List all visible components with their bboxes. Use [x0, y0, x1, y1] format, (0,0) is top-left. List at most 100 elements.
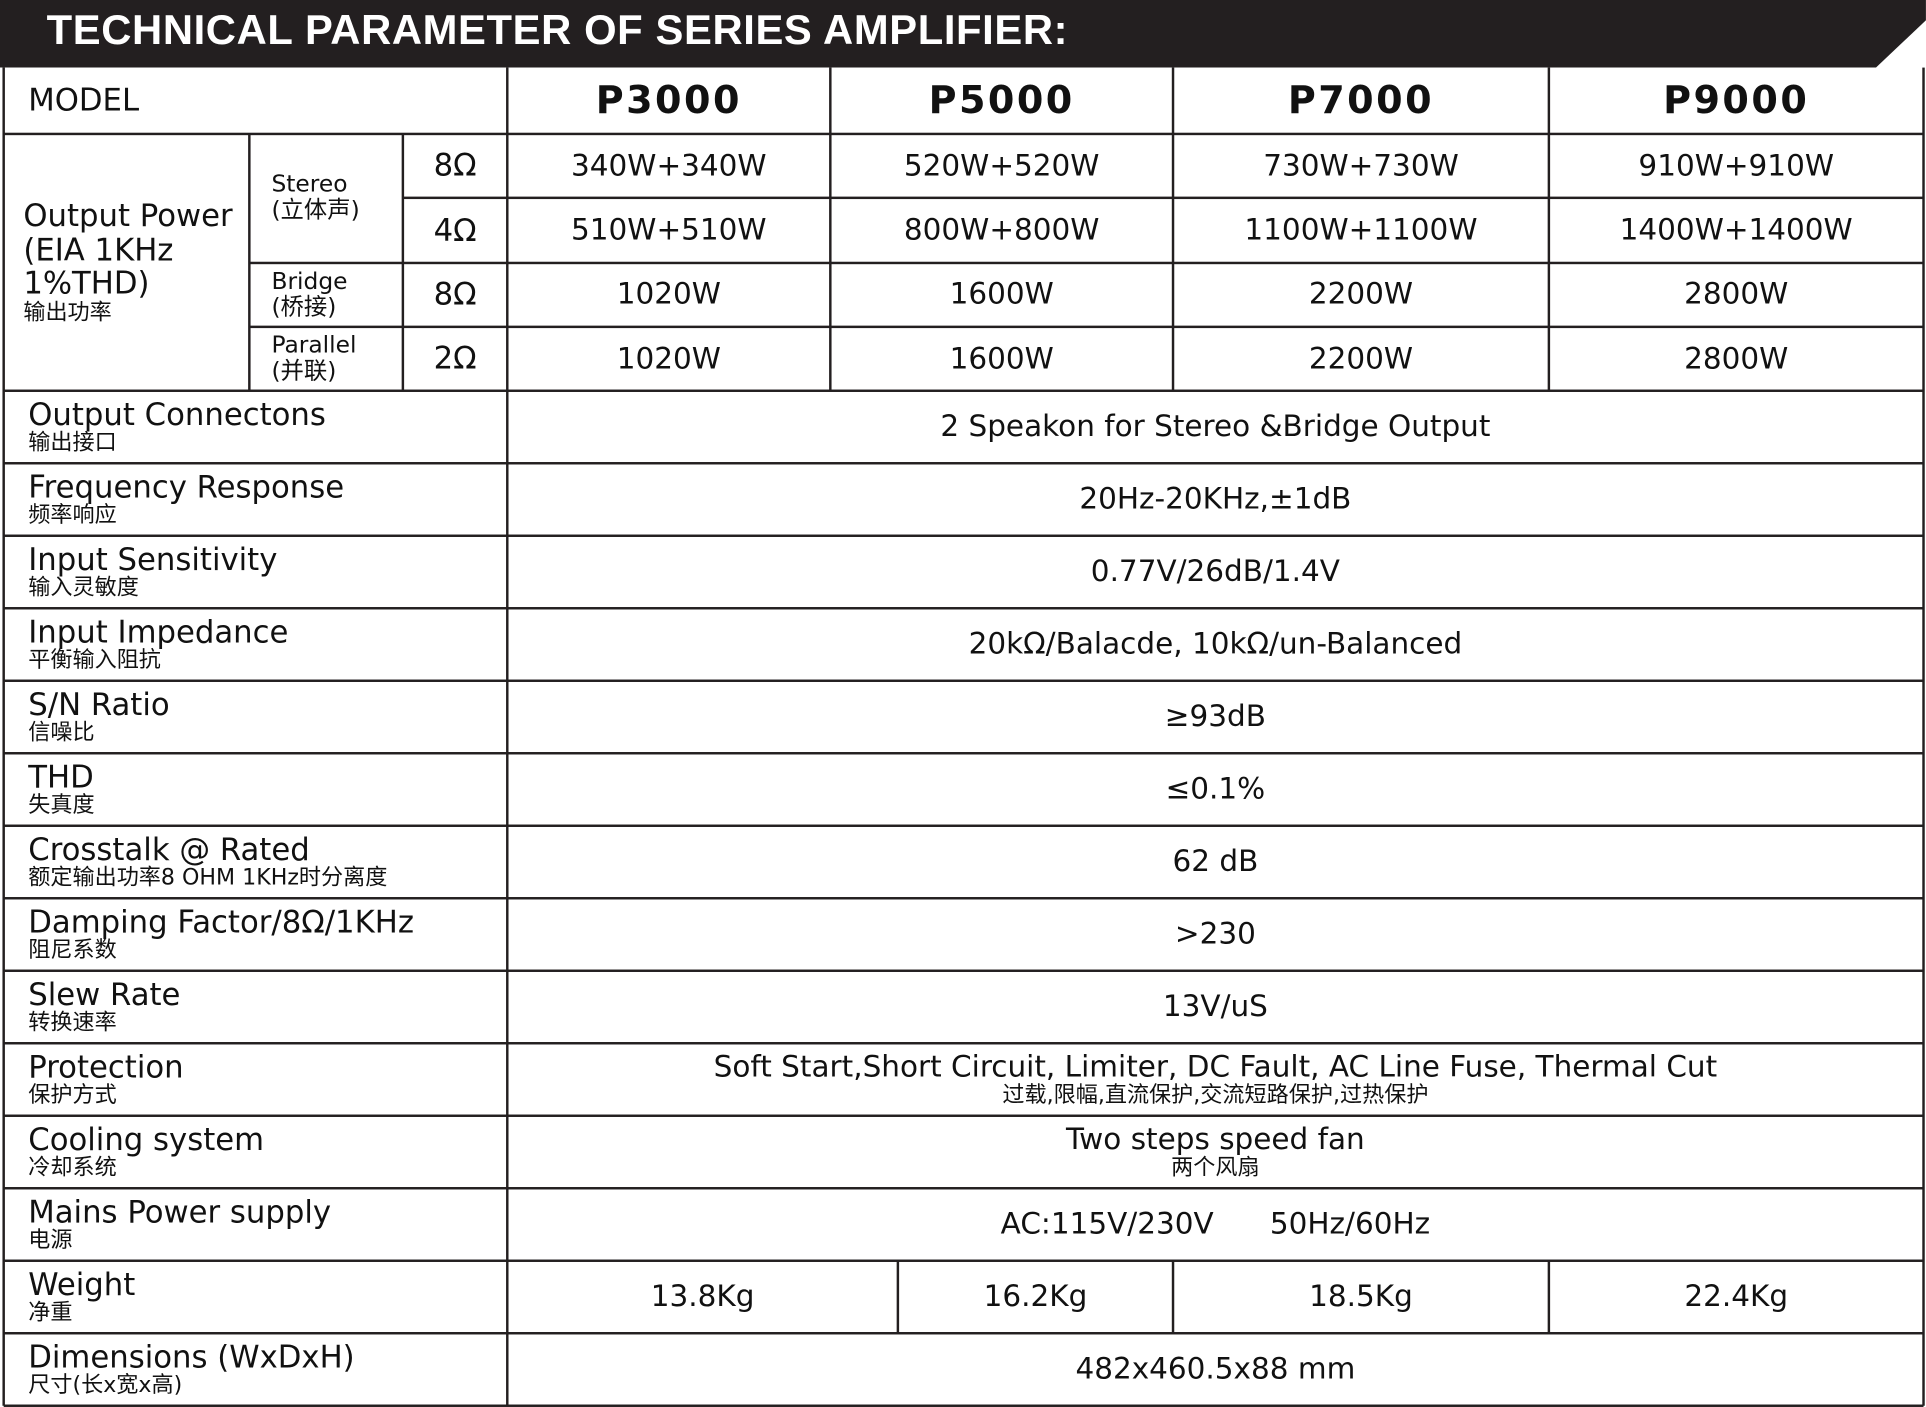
output-power-label: Output Power (EIA 1KHz 1%THD) 输出功率	[4, 134, 250, 391]
spec-name: Cooling system 冷却系统	[4, 1116, 508, 1188]
model-name: P9000	[1549, 68, 1924, 134]
spec-value: ≤0.1%	[507, 753, 1923, 825]
spec-value: ≥93dB	[507, 681, 1923, 753]
text: MODEL	[28, 82, 140, 119]
power-value: 910W+910W	[1549, 134, 1924, 198]
rule	[3, 897, 1924, 900]
text: Soft Start,Short Circuit, Limiter, DC Fa…	[713, 1049, 1718, 1085]
spec-value: 482x460.5x88 mm	[507, 1333, 1923, 1405]
text: 转换速率	[28, 1010, 117, 1037]
text: 520W+520W	[903, 148, 1100, 183]
rule	[3, 824, 1924, 827]
text: S/N Ratio	[28, 686, 170, 723]
text: Bridge	[271, 267, 348, 295]
spec-value: 62 dB	[507, 826, 1923, 898]
model-name: P5000	[830, 68, 1173, 134]
rule	[1547, 1260, 1551, 1334]
spec-name: Dimensions (WxDxH) 尺寸(长x宽x高)	[4, 1333, 508, 1405]
text: 2800W	[1684, 276, 1789, 312]
text: 730W+730W	[1263, 148, 1459, 183]
rule	[3, 1404, 1924, 1407]
spec-value: Two steps speed fan 两个风扇	[507, 1116, 1923, 1188]
spec-name: THD 失真度	[4, 753, 508, 825]
spec-value: 16.2Kg	[898, 1261, 1173, 1333]
text: P3000	[595, 78, 742, 123]
power-value: 2200W	[1173, 327, 1549, 391]
spec-value: 2 Speakon for Stereo &Bridge Output	[507, 391, 1923, 463]
text: 1600W	[949, 341, 1054, 376]
rule	[3, 1332, 1924, 1335]
text: Dimensions (WxDxH)	[28, 1339, 355, 1375]
mode-name: Parallel (并联)	[249, 327, 403, 391]
spec-name: Mains Power supply 电源	[4, 1188, 508, 1260]
spec-value: 18.5Kg	[1173, 1261, 1549, 1333]
power-value: 340W+340W	[507, 134, 830, 198]
text: 电源	[28, 1227, 73, 1254]
rule	[1547, 67, 1551, 391]
text: 1600W	[949, 276, 1054, 312]
text: 净重	[28, 1300, 73, 1327]
text: Output Connectons	[28, 396, 326, 433]
power-value: 800W+800W	[830, 198, 1173, 262]
rule	[249, 261, 1924, 264]
text: 13.8Kg	[650, 1279, 755, 1314]
text: 2 Speakon for Stereo &Bridge Output	[940, 409, 1491, 444]
rule	[3, 132, 1924, 136]
text: 8Ω	[433, 276, 477, 312]
text: Slew Rate	[28, 976, 181, 1013]
text: Output Power	[23, 198, 233, 234]
rule	[3, 1042, 1924, 1045]
rule	[3, 462, 1924, 465]
text: 510W+510W	[571, 212, 767, 248]
text: 340W+340W	[571, 148, 767, 183]
power-value: 510W+510W	[507, 198, 830, 262]
text: 1%THD)	[23, 265, 150, 302]
rule	[3, 1259, 1924, 1262]
text: >230	[1174, 917, 1256, 952]
text: 平衡输入阻抗	[28, 648, 161, 674]
power-value: 1020W	[507, 262, 830, 326]
text: Weight	[28, 1266, 136, 1303]
rule	[249, 325, 1924, 328]
spec-value: Soft Start,Short Circuit, Limiter, DC Fa…	[507, 1043, 1923, 1115]
rule	[3, 679, 1924, 682]
text: ≥93dB	[1164, 699, 1266, 734]
rule	[3, 534, 1924, 537]
text: 910W+910W	[1638, 148, 1834, 183]
text: 2Ω	[433, 340, 477, 377]
text: Cooling system	[28, 1121, 265, 1158]
text: 过载,限幅,直流保护,交流短路保护,过热保护	[1002, 1082, 1429, 1109]
text: 20Hz-20KHz,±1dB	[1079, 482, 1352, 517]
text: 输出功率	[23, 299, 112, 326]
rule	[3, 1114, 1924, 1117]
text: 2800W	[1684, 341, 1789, 376]
text: P7000	[1287, 78, 1435, 123]
text: 1020W	[616, 276, 721, 312]
text: 482x460.5x88 mm	[1075, 1352, 1356, 1387]
spec-value: 0.77V/26dB/1.4V	[507, 536, 1923, 608]
rule	[829, 67, 832, 391]
text: Input Impedance	[28, 614, 289, 650]
text: 8Ω	[433, 147, 477, 184]
spec-value: 20kΩ/Balacde, 10kΩ/un-Balanced	[507, 608, 1923, 680]
text: 信噪比	[28, 720, 95, 747]
rule	[2, 67, 5, 1406]
text: ≤0.1%	[1165, 772, 1266, 807]
text: AC:115V/230V 50Hz/60Hz	[1000, 1207, 1431, 1242]
rule	[402, 196, 1924, 200]
spec-value: 13V/uS	[507, 971, 1923, 1043]
rule	[3, 389, 1924, 392]
load: 8Ω	[403, 134, 507, 198]
text: Parallel	[271, 331, 357, 359]
text: 20kΩ/Balacde, 10kΩ/un-Balanced	[968, 627, 1463, 662]
text: 16.2Kg	[983, 1279, 1088, 1314]
text: Crosstalk @ Rated	[28, 831, 310, 868]
rule	[896, 1260, 900, 1334]
text: Mains Power supply	[28, 1194, 332, 1230]
model-name: P3000	[507, 68, 830, 134]
power-value: 1600W	[830, 327, 1173, 391]
text: 1400W+1400W	[1619, 212, 1853, 248]
text: 输入灵敏度	[28, 575, 139, 602]
text: Two steps speed fan	[1066, 1122, 1365, 1157]
text: 输出接口	[28, 430, 117, 457]
